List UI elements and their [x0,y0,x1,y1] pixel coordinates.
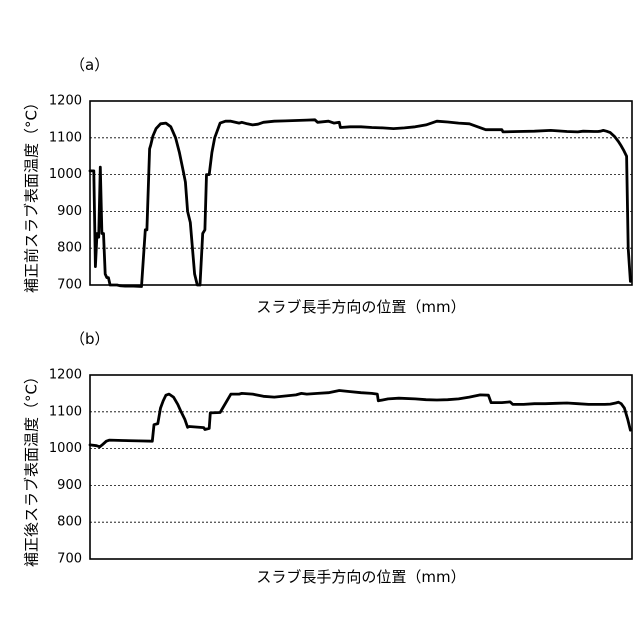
y-axis-title: 補正前スラブ表面温度（°C） [23,95,41,293]
y-tick-label: 700 [57,278,82,293]
y-tick-label: 900 [57,204,82,219]
y-tick-label: 800 [57,241,82,256]
y-tick-label: 700 [57,552,82,567]
chart-a: 補正前スラブ表面温度（°C） スラブ長手方向の位置（mm） 700 800 900 1… [0,88,640,324]
y-tick-label: 900 [57,478,82,493]
y-tick-label: 1100 [49,404,82,419]
x-axis-title: スラブ長手方向の位置（mm） [256,568,465,586]
y-tick-label: 1100 [49,130,82,145]
x-axis-title: スラブ長手方向の位置（mm） [256,298,465,316]
y-tick-label: 800 [57,515,82,530]
y-tick-label: 1000 [49,441,82,456]
temperature-series-line [90,391,630,447]
chart-b: 補正後スラブ表面温度（°C） スラブ長手方向の位置（mm） 700 800 900 1… [0,362,640,598]
y-tick-label: 1200 [49,368,82,383]
y-tick-label: 1000 [49,167,82,182]
panel-label-b: （b） [70,328,110,349]
panel-label-a: （a） [70,54,109,75]
temperature-series-line [90,120,630,287]
y-tick-label: 1200 [49,94,82,109]
y-axis-title: 補正後スラブ表面温度（°C） [23,369,41,567]
